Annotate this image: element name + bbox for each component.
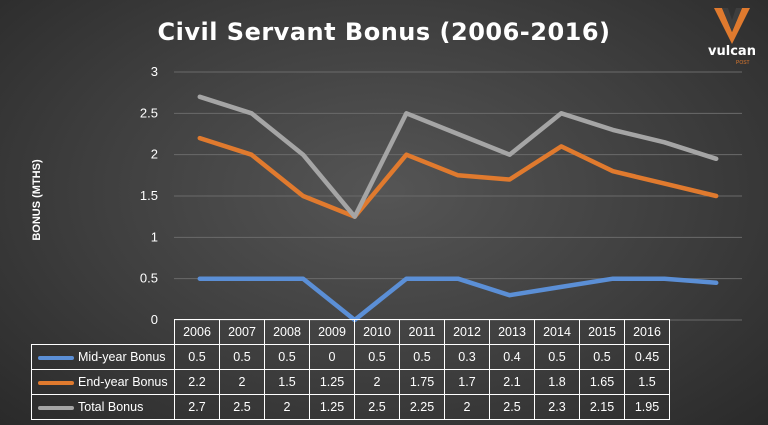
data-label: 1.75 bbox=[399, 369, 445, 395]
data-label: 1.25 bbox=[309, 394, 355, 420]
logo-sub: POST bbox=[736, 60, 750, 66]
data-table: 2006 2007 2008 2009 2010 2011 2012 2013 2014 2015… bbox=[31, 319, 670, 420]
data-label: 2.2 bbox=[174, 369, 220, 395]
data-label: 2.5 bbox=[219, 394, 265, 420]
data-label: 0.3 bbox=[444, 344, 490, 370]
table-row: Total Bonus 2.7 2.5 2 1.25 2.5 2.25 2 2.5 2.3 2.15… bbox=[31, 394, 670, 420]
legend-entry: Mid-year Bonus bbox=[31, 344, 175, 370]
x-tick-label: 2016 bbox=[624, 319, 670, 345]
data-label: 2.25 bbox=[399, 394, 445, 420]
year-row: 2006 2007 2008 2009 2010 2011 2012 2013 2014 2015… bbox=[31, 319, 670, 345]
x-tick-label: 2010 bbox=[354, 319, 400, 345]
table-corner bbox=[31, 319, 175, 345]
data-label: 1.5 bbox=[264, 369, 310, 395]
series-line-end-year-bonus bbox=[197, 135, 719, 219]
y-tick-label: 2.5 bbox=[140, 105, 158, 120]
data-label: 1.25 bbox=[309, 369, 355, 395]
y-tick-label: 1.5 bbox=[140, 188, 158, 203]
data-label: 2 bbox=[219, 369, 265, 395]
data-label: 0.5 bbox=[399, 344, 445, 370]
y-tick-label: 3 bbox=[151, 64, 158, 79]
data-label: 2.3 bbox=[534, 394, 580, 420]
vulcan-logo: vulcan POST bbox=[700, 6, 764, 66]
data-label: 0.5 bbox=[354, 344, 400, 370]
data-label: 2 bbox=[264, 394, 310, 420]
legend-swatch bbox=[38, 405, 74, 410]
data-label: 2.7 bbox=[174, 394, 220, 420]
data-label: 2.15 bbox=[579, 394, 625, 420]
y-tick-label: 1 bbox=[151, 229, 158, 244]
x-tick-label: 2007 bbox=[219, 319, 265, 345]
data-label: 1.8 bbox=[534, 369, 580, 395]
logo-text: vulcan bbox=[708, 44, 756, 59]
x-tick-label: 2015 bbox=[579, 319, 625, 345]
series-line-mid-year-bonus bbox=[197, 276, 719, 323]
data-label: 2 bbox=[444, 394, 490, 420]
data-label: 2.5 bbox=[489, 394, 535, 420]
data-label: 2.5 bbox=[354, 394, 400, 420]
data-label: 0.5 bbox=[264, 344, 310, 370]
legend-swatch bbox=[38, 355, 74, 360]
data-label: 1.7 bbox=[444, 369, 490, 395]
table-row: End-year Bonus 2.2 2 1.5 1.25 2 1.75 1.7 2.1 1.8 1… bbox=[31, 369, 670, 395]
data-label: 0.5 bbox=[219, 344, 265, 370]
y-tick-label: 0.5 bbox=[140, 271, 158, 286]
series-line-total-bonus bbox=[197, 94, 719, 219]
legend-swatch bbox=[38, 380, 74, 385]
data-label: 2 bbox=[354, 369, 400, 395]
y-tick-label: 2 bbox=[151, 147, 158, 162]
data-label: 0.45 bbox=[624, 344, 670, 370]
legend-label: Total Bonus bbox=[78, 400, 144, 414]
x-tick-label: 2011 bbox=[399, 319, 445, 345]
data-label: 0.5 bbox=[534, 344, 580, 370]
data-label: 0.5 bbox=[579, 344, 625, 370]
legend-label: End-year Bonus bbox=[78, 375, 168, 389]
data-label: 0 bbox=[309, 344, 355, 370]
vulcan-v-icon bbox=[714, 8, 750, 44]
x-tick-label: 2012 bbox=[444, 319, 490, 345]
table-row: Mid-year Bonus 0.5 0.5 0.5 0 0.5 0.5 0.3 0.4 0.5 0… bbox=[31, 344, 670, 370]
data-label: 1.65 bbox=[579, 369, 625, 395]
data-label: 1.95 bbox=[624, 394, 670, 420]
data-label: 0.5 bbox=[174, 344, 220, 370]
data-label: 1.5 bbox=[624, 369, 670, 395]
legend-entry: End-year Bonus bbox=[31, 369, 175, 395]
chart-title: Civil Servant Bonus (2006-2016) bbox=[157, 18, 611, 46]
data-label: 0.4 bbox=[489, 344, 535, 370]
x-tick-label: 2014 bbox=[534, 319, 580, 345]
legend-entry: Total Bonus bbox=[31, 394, 175, 420]
legend-label: Mid-year Bonus bbox=[78, 350, 166, 364]
x-tick-label: 2008 bbox=[264, 319, 310, 345]
x-tick-label: 2006 bbox=[174, 319, 220, 345]
x-tick-label: 2009 bbox=[309, 319, 355, 345]
data-label: 2.1 bbox=[489, 369, 535, 395]
x-tick-label: 2013 bbox=[489, 319, 535, 345]
